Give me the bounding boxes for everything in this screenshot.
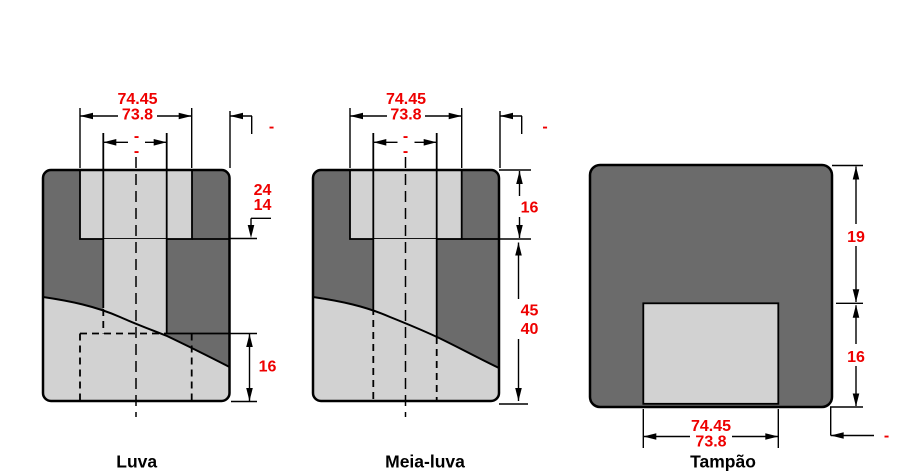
luva-label: Luva: [116, 452, 157, 472]
tampao-dimension-lines: [642, 164, 874, 448]
luva-break-curve: [43, 296, 230, 368]
luva-inner-width-lower: -: [134, 143, 139, 160]
meia-luva-body-depth-lower: 40: [521, 321, 539, 338]
luva-socket-depth-upper: 24: [254, 182, 272, 199]
figure-meia-luva: 74.45 73.8 - - - 16 45 40 Meia-luva: [311, 91, 548, 472]
luva-right-ref: -: [269, 119, 274, 136]
meia-luva-label: Meia-luva: [385, 452, 465, 472]
meia-luva-socket-depth: 16: [521, 200, 539, 217]
meia-luva-break-curve: [313, 296, 499, 369]
luva-hidden-lines: [79, 309, 193, 400]
tampao-label: Tampão: [690, 452, 756, 472]
figure-luva: 74.45 73.8 - - - 24 14 16 Luva: [41, 91, 277, 472]
luva-dimension-texts: 74.45 73.8 - - - 24 14 16: [117, 91, 276, 376]
tampao-plug-recess: [642, 302, 780, 405]
meia-luva-inner-width-lower: -: [403, 143, 408, 160]
luva-outer-width-lower: 73.8: [122, 107, 153, 124]
luva-outer-width-upper: 74.45: [117, 91, 157, 108]
figure-tampao: 19 16 74.45 73.8 - Tampão: [588, 163, 889, 472]
meia-luva-right-ref: -: [542, 119, 547, 136]
tampao-plug-width-upper: 74.45: [691, 418, 731, 435]
luva-inner-width-upper: -: [134, 128, 139, 145]
luva-bore-channel: [103, 239, 167, 334]
meia-luva-inner-width-upper: -: [403, 128, 408, 145]
meia-luva-outer-width-lower: 73.8: [390, 107, 421, 124]
tampao-plug-height: 16: [847, 349, 865, 366]
tampao-plug-width-lower: 73.8: [695, 434, 726, 451]
luva-dimension-lines: [79, 108, 271, 403]
tampao-bottom-ref: -: [884, 428, 889, 445]
luva-socket-depth-lower: 14: [254, 197, 272, 214]
tampao-body: [588, 163, 834, 409]
meia-luva-outer-width-upper: 74.45: [386, 91, 426, 108]
tampao-dimension-texts: 19 16 74.45 73.8 -: [691, 229, 889, 451]
meia-luva-body-depth-upper: 45: [521, 303, 539, 320]
luva-bottom-socket-depth: 16: [259, 359, 277, 376]
meia-luva-dimension-lines: [349, 108, 531, 405]
tampao-top-height: 19: [847, 229, 865, 246]
meia-luva-hidden-lines: [372, 308, 438, 400]
meia-luva-dimension-texts: 74.45 73.8 - - - 16 45 40: [386, 91, 548, 338]
